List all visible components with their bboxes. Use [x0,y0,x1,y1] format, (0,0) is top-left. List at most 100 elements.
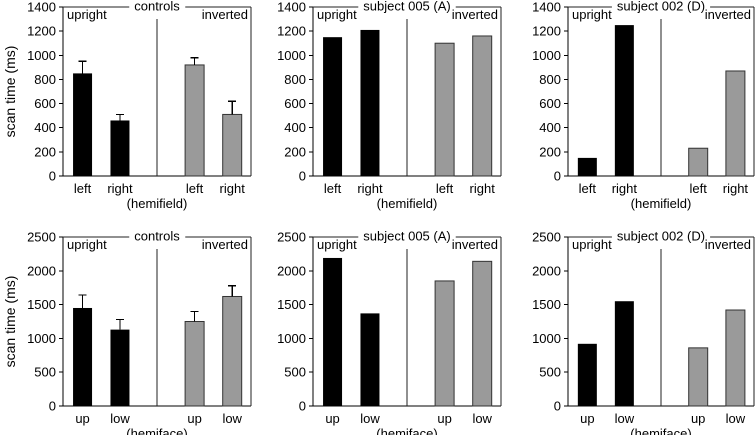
category-label: left [186,181,204,196]
y-tick-label: 1200 [27,24,56,39]
panel-subject-005-hemifield: 0 200 400 600 800 1000 1200 1400 subject 005 (A)… [277,0,502,211]
category-label: left [74,181,92,196]
y-tick-label: 1500 [27,297,56,312]
condition-label-upright: upright [67,7,107,22]
panel-title: subject 002 (D) [617,0,705,14]
y-tick-label: 800 [539,72,561,87]
category-label: left [436,181,454,196]
panel-title: subject 005 (A) [363,0,450,14]
category-label: low [360,411,380,426]
y-tick-label: 500 [34,365,56,380]
bar-inverted-low [725,309,746,407]
condition-label-inverted: inverted [452,7,498,22]
category-label: right [723,181,749,196]
panel-controls-hemiface: 0 500 1000 1500 2000 2500 scan time (ms) contro… [2,227,252,435]
category-label: right [612,181,638,196]
category-label: up [187,411,201,426]
category-label: low [615,411,635,426]
y-tick-label: 2500 [27,230,56,245]
title-background [129,0,186,15]
panel-title: controls [134,0,180,14]
condition-label-upright: upright [67,237,107,252]
bar-upright-right [360,29,380,176]
y-tick-label: 1200 [532,24,561,39]
panel-controls-hemifield: 0 200 400 600 800 1000 1200 1400 scan time (ms) c… [2,0,252,211]
y-tick-label: 600 [34,96,56,111]
y-tick-label: 200 [539,144,561,159]
y-tick-label: 400 [539,120,561,135]
title-background [129,227,186,245]
condition-label-inverted: inverted [705,7,751,22]
y-tick-label: 0 [554,399,561,414]
y-tick-label: 2500 [277,230,306,245]
bar-upright-up [73,307,93,406]
condition-label-inverted: inverted [452,237,498,252]
y-tick-label: 0 [49,399,56,414]
panel-subject-002-hemifield: 0 200 400 600 800 1000 1200 1400 subject 002 (D)… [532,0,755,211]
y-tick-label: 0 [299,169,306,184]
category-label: up [75,411,89,426]
condition-label-inverted: inverted [202,7,248,22]
title-background [358,0,456,15]
y-tick-label: 1500 [532,297,561,312]
category-label: up [437,411,451,426]
y-tick-label: 0 [554,169,561,184]
y-tick-label: 1500 [277,297,306,312]
condition-label-inverted: inverted [705,237,751,252]
bar-upright-left [323,37,343,176]
condition-label-upright: upright [572,237,612,252]
y-tick-label: 2500 [532,230,561,245]
bar-inverted-right [222,113,243,177]
y-tick-label: 1400 [532,0,561,15]
y-tick-label: 500 [539,365,561,380]
category-label: right [357,181,383,196]
y-tick-label: 200 [34,144,56,159]
y-tick-label: 800 [34,72,56,87]
category-label: low [726,411,746,426]
bar-inverted-up [184,321,205,407]
x-axis-label: (hemifield) [127,196,188,211]
x-axis-label: (hemiface) [630,426,691,435]
y-tick-label: 1400 [27,0,56,15]
bar-upright-low [614,301,634,406]
bar-inverted-right [725,70,746,177]
panel-title: controls [134,229,180,244]
y-tick-label: 600 [284,96,306,111]
x-axis-label: (hemiface) [376,426,437,435]
condition-label-inverted: inverted [202,237,248,252]
y-tick-label: 1200 [277,24,306,39]
y-tick-label: 1400 [277,0,306,15]
condition-label-upright: upright [317,237,357,252]
y-tick-label: 1000 [532,331,561,346]
panel-title: subject 002 (D) [617,229,705,244]
y-tick-label: 1000 [532,48,561,63]
category-label: low [222,411,242,426]
condition-label-upright: upright [572,7,612,22]
panel-title: subject 005 (A) [363,229,450,244]
category-label: left [324,181,342,196]
x-axis-label: (hemifield) [377,196,438,211]
bar-inverted-left [184,64,205,177]
title-background [611,0,711,15]
category-label: right [107,181,133,196]
bar-inverted-low [222,295,243,407]
bar-upright-right [110,120,130,176]
y-tick-label: 1000 [277,48,306,63]
x-axis-label: (hemifield) [631,196,692,211]
bar-upright-left [73,73,93,176]
bar-inverted-right [472,35,493,177]
bar-upright-low [110,329,130,406]
bar-inverted-left [688,147,709,177]
category-label: right [470,181,496,196]
category-label: up [325,411,339,426]
bar-upright-left [577,157,597,176]
y-tick-label: 1000 [277,331,306,346]
y-axis-label: scan time (ms) [2,46,18,138]
category-label: left [690,181,708,196]
category-label: up [691,411,705,426]
panel-subject-005-hemiface: 0 500 1000 1500 2000 2500 subject 005 (A) uprig… [277,227,502,435]
category-label: up [580,411,594,426]
bar-upright-up [323,257,343,406]
category-label: left [579,181,597,196]
category-label: low [110,411,130,426]
